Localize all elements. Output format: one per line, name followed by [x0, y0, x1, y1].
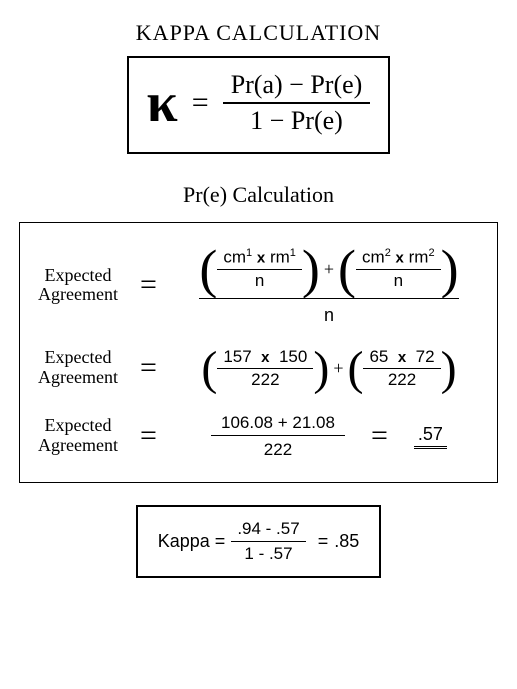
- row3-result: .57: [414, 424, 447, 449]
- kappa-numerator: Pr(a) − Pr(e): [223, 68, 371, 102]
- rparen-icon: ): [313, 347, 329, 390]
- rparen-icon: ): [441, 347, 457, 390]
- expected-l2: Agreement: [38, 367, 118, 387]
- row3-den: 222: [254, 436, 302, 462]
- lparen-icon: (: [199, 245, 217, 294]
- rm1-sup: 1: [290, 247, 296, 259]
- kappa-formula-wrap: κ = Pr(a) − Pr(e) 1 − Pr(e): [15, 56, 502, 154]
- cm1-a: cm: [223, 248, 246, 267]
- row1-term2-den: n: [388, 270, 409, 292]
- times-icon: x: [396, 250, 404, 267]
- row2-term2: 65 x 72 222: [363, 346, 440, 391]
- v150: 150: [279, 347, 307, 366]
- equals-sign: =: [318, 531, 329, 552]
- kappa-fraction: Pr(a) − Pr(e) 1 − Pr(e): [223, 68, 371, 138]
- kappa-formula-box: κ = Pr(a) − Pr(e) 1 − Pr(e): [127, 56, 391, 154]
- rparen-icon: ): [302, 245, 320, 294]
- kappa-formula: κ = Pr(a) − Pr(e) 1 − Pr(e): [147, 68, 371, 138]
- row1-outer-numerator: ( cm1 x rm1 n ) + (: [199, 245, 458, 298]
- expected-row-1: Expected Agreement = ( cm1 x rm1 n: [28, 245, 489, 326]
- final-result: .85: [334, 531, 359, 552]
- row1-term1: cm1 x rm1 n: [217, 246, 302, 292]
- expected-row-3: Expected Agreement = 106.08 + 21.08 222 …: [28, 411, 489, 462]
- row2-term2-num: 65 x 72: [363, 346, 440, 368]
- equals-sign: =: [140, 351, 157, 385]
- equals-sign: =: [140, 268, 157, 302]
- row3-num: 106.08 + 21.08: [211, 411, 345, 435]
- row1-outer-fraction: ( cm1 x rm1 n ) + (: [199, 245, 458, 326]
- expected-label: Expected Agreement: [28, 416, 128, 456]
- final-den: 1 - .57: [238, 542, 298, 566]
- row3-fraction: 106.08 + 21.08 222: [211, 411, 345, 462]
- cm1-sup: 1: [246, 247, 252, 259]
- cm2-a: cm: [362, 248, 385, 267]
- times-icon: x: [257, 250, 265, 267]
- v72: 72: [416, 347, 435, 366]
- expected-l2: Agreement: [38, 435, 118, 455]
- expected-label: Expected Agreement: [28, 348, 128, 388]
- rparen-icon: ): [441, 245, 459, 294]
- rm1-b: rm: [270, 248, 290, 267]
- row1-term1-num: cm1 x rm1: [217, 246, 302, 269]
- final-kappa-box: Kappa = .94 - .57 1 - .57 = .85: [136, 505, 381, 578]
- row1-term2: cm2 x rm2 n: [356, 246, 441, 292]
- row2-rhs: ( 157 x 150 222 ) + ( 65 x 72: [169, 346, 489, 391]
- row2-term1-num: 157 x 150: [217, 346, 313, 368]
- plus-icon: +: [333, 358, 343, 379]
- row1-outer-den: n: [324, 299, 334, 326]
- equals-sign: =: [371, 419, 388, 453]
- v65: 65: [369, 347, 388, 366]
- times-icon: x: [398, 349, 406, 366]
- row2-term1-den: 222: [245, 369, 285, 391]
- rm2-b: rm: [409, 248, 429, 267]
- plus-icon: +: [324, 259, 334, 280]
- row3-rhs: 106.08 + 21.08 222 = .57: [169, 411, 489, 462]
- final-num: .94 - .57: [231, 517, 305, 541]
- expected-l2: Agreement: [38, 284, 118, 304]
- kappa-symbol: κ: [147, 75, 178, 131]
- v157: 157: [223, 347, 251, 366]
- lparen-icon: (: [201, 347, 217, 390]
- row1-rhs: ( cm1 x rm1 n ) + (: [169, 245, 489, 326]
- expected-label: Expected Agreement: [28, 266, 128, 306]
- final-fraction: .94 - .57 1 - .57: [231, 517, 305, 566]
- lparen-icon: (: [338, 245, 356, 294]
- final-row: Kappa = .94 - .57 1 - .57 = .85: [158, 517, 359, 566]
- expected-l1: Expected: [45, 347, 112, 367]
- row2-term2-den: 222: [382, 369, 422, 391]
- main-title: KAPPA CALCULATION: [15, 20, 502, 46]
- final-label: Kappa =: [158, 531, 226, 552]
- row1-term2-num: cm2 x rm2: [356, 246, 441, 269]
- expected-l1: Expected: [45, 415, 112, 435]
- kappa-denominator: 1 − Pr(e): [242, 104, 351, 138]
- equals-sign: =: [192, 86, 209, 120]
- final-wrap: Kappa = .94 - .57 1 - .57 = .85: [15, 483, 502, 578]
- pre-calculation-box: Expected Agreement = ( cm1 x rm1 n: [19, 222, 498, 483]
- row2-term1: 157 x 150 222: [217, 346, 313, 391]
- cm2-sup: 2: [385, 247, 391, 259]
- times-icon: x: [261, 349, 269, 366]
- lparen-icon: (: [347, 347, 363, 390]
- row1-term1-den: n: [249, 270, 270, 292]
- pre-title: Pr(e) Calculation: [15, 182, 502, 208]
- equals-sign: =: [140, 419, 157, 453]
- expected-l1: Expected: [45, 265, 112, 285]
- rm2-sup: 2: [428, 247, 434, 259]
- expected-row-2: Expected Agreement = ( 157 x 150 222 ) +…: [28, 346, 489, 391]
